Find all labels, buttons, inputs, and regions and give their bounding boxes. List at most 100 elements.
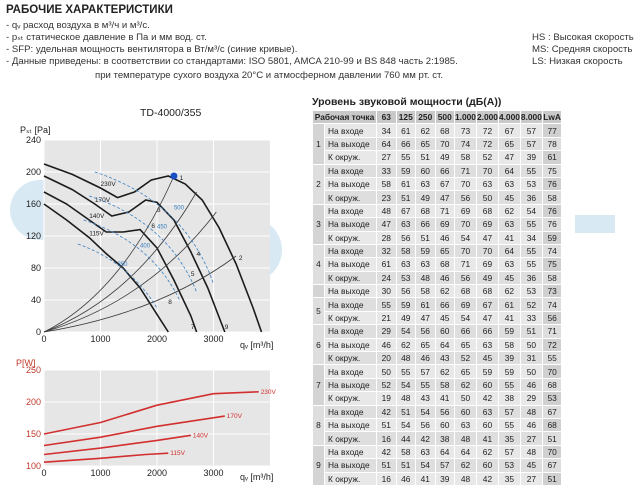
y-tick-label: 200 [26,397,41,407]
value-cell: 51 [395,404,416,419]
value-cell: 34 [376,123,397,138]
operating-point-label: 3 [157,207,161,214]
value-cell: 60 [475,377,499,393]
header-freq: 500 [434,109,455,125]
operating-point-cell: 4 [312,243,325,286]
value-cell: 68 [454,284,477,299]
y-tick-label: 200 [26,167,41,177]
table-row: На выходе 51 51 54 57 62 60 53 45 67 [313,458,563,473]
value-cell: 30 [376,284,397,299]
value-cell: 65 [497,136,521,152]
value-cell: 60 [454,404,477,419]
value-cell: 16 [376,471,397,486]
value-cell: 42 [475,471,499,486]
y-tick-label: 40 [31,295,41,305]
value-cell: 55 [519,217,543,232]
value-cell: 58 [541,190,563,205]
duty-point-marker [170,172,178,180]
y-tick-label: 160 [26,199,41,209]
row-label: На выходе [324,284,377,299]
row-label: На входе [324,203,377,219]
value-cell: 70 [475,163,499,178]
operating-point-label: 1 [180,175,184,182]
row-label: На входе [324,123,377,138]
value-cell: 50 [519,337,543,353]
value-cell: 64 [497,243,521,259]
system-curve [43,175,175,333]
value-cell: 55 [395,364,416,379]
value-cell: 48 [376,203,397,219]
value-cell: 72 [475,123,499,138]
value-cell: 50 [475,190,499,205]
value-cell: 61 [415,297,436,312]
value-cell: 33 [376,163,397,178]
row-label: К окруж. [324,270,377,286]
y-tick-label: 0 [36,327,41,337]
value-cell: 51 [415,230,436,245]
value-cell: 42 [376,444,397,460]
value-cell: 55 [519,163,543,178]
value-cell: 50 [454,391,477,406]
value-cell: 46 [395,471,416,486]
value-cell: 62 [395,337,416,353]
value-cell: 72 [475,136,499,152]
x-tick-label: 0 [41,468,46,478]
value-cell: 27 [519,431,543,446]
row-label: На входе [324,364,377,379]
series-label: 140V [193,432,209,439]
value-cell: 69 [454,203,477,219]
value-cell: 35 [497,471,521,486]
value-cell: 54 [395,324,416,339]
operating-point-cell: 2 [312,163,325,205]
row-label: К окруж. [324,190,377,205]
value-cell: 59 [395,163,416,178]
row-label: На выходе [324,136,377,152]
value-cell: 46 [519,377,543,393]
operating-point-label: 4 [197,251,201,258]
value-cell: 67 [497,123,521,138]
value-cell: 57 [519,136,543,152]
value-cell: 71 [454,257,477,272]
table-row: К окруж. 23 51 49 47 56 50 45 36 58 [313,190,563,205]
value-cell: 73 [454,123,477,138]
value-cell: 58 [415,284,436,299]
row-label: На выходе [324,217,377,232]
value-cell: 53 [395,270,416,286]
value-cell: 70 [434,136,455,152]
value-cell: 64 [454,444,477,460]
value-cell: 51 [376,417,397,433]
row-label: На входе [324,163,377,178]
table-row: К окруж. 28 56 51 46 54 47 41 34 59 [313,230,563,245]
value-cell: 41 [497,310,521,326]
y-tick-label: 150 [26,429,41,439]
spec-line-3: - SFP: удельная мощность вентилятора в В… [6,44,298,55]
value-cell: 69 [475,257,499,272]
x-tick-label: 1000 [90,334,110,344]
value-cell: 64 [497,163,521,178]
table-row: На выходе 46 62 65 64 65 63 58 50 72 [313,337,563,353]
value-cell: 54 [415,458,436,473]
value-cell: 45 [519,458,543,473]
header-freq: 8.000 [519,109,543,125]
value-cell: 70 [454,217,477,232]
table-row: На выходе 30 56 58 62 68 68 62 53 73 [312,284,563,299]
value-cell: 64 [434,337,455,353]
value-cell: 70 [454,176,477,192]
row-label: К окруж. [324,150,377,165]
value-cell: 29 [376,324,397,339]
value-cell: 53 [519,176,543,192]
value-cell: 75 [541,257,563,272]
series-label: 115V [89,231,104,238]
x-tick-label: 3000 [203,468,223,478]
value-cell: 60 [434,324,455,339]
value-cell: 73 [541,284,563,299]
value-cell: 62 [497,284,521,299]
value-cell: 62 [434,284,455,299]
spec-line-2: - pₛₜ статическое давление в Па и мм вод… [6,32,207,43]
value-cell: 76 [541,217,563,232]
chart-title: TD-4000/355 [140,107,201,119]
header-freq: 125 [395,109,416,125]
value-cell: 63 [395,257,416,272]
row-label: На выходе [324,337,377,353]
y-tick-label: 120 [26,231,41,241]
